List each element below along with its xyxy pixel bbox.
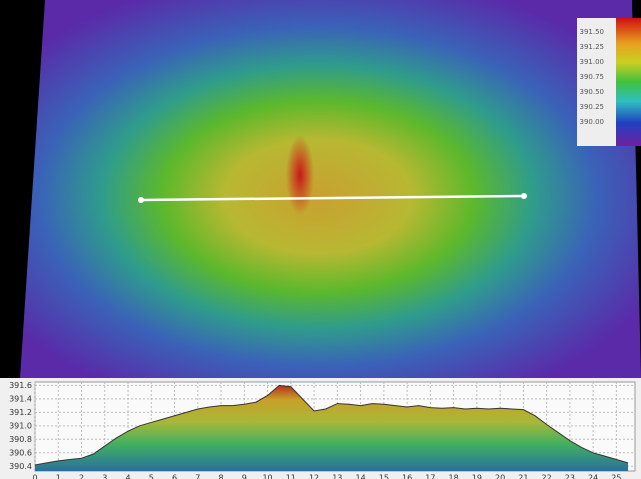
x-tick-label: 6 [172, 474, 177, 479]
x-tick-label: 19 [472, 474, 482, 479]
x-tick-label: 23 [565, 474, 575, 479]
color-bar-label: 390.50 [580, 88, 605, 96]
profile-line[interactable] [140, 194, 525, 202]
x-tick-label: 15 [379, 474, 389, 479]
color-bar-label: 391.00 [580, 58, 605, 66]
y-tick-label: 390.4 [9, 462, 32, 471]
x-tick-label: 11 [286, 474, 296, 479]
peak [286, 135, 314, 215]
x-tick-label: 2 [79, 474, 84, 479]
profile-area [35, 385, 629, 471]
y-tick-label: 391.0 [9, 421, 32, 430]
y-tick-label: 390.8 [9, 435, 32, 444]
y-tick-label: 391.6 [9, 381, 32, 390]
x-tick-label: 7 [195, 474, 200, 479]
color-bar-ramp [616, 18, 641, 146]
profile-endpoint[interactable] [521, 193, 527, 199]
surface [20, 0, 641, 378]
x-tick-label: 4 [125, 474, 130, 479]
x-tick-label: 25 [611, 474, 621, 479]
color-bar-label: 391.25 [580, 43, 605, 51]
x-tick-label: 22 [542, 474, 552, 479]
x-tick-label: 8 [218, 474, 223, 479]
color-bar-label: 390.25 [580, 103, 605, 111]
x-tick-label: 14 [355, 474, 365, 479]
x-tick-label: 17 [425, 474, 435, 479]
x-tick-label: 3 [102, 474, 107, 479]
x-tick-label: 20 [495, 474, 505, 479]
x-tick-label: 18 [449, 474, 459, 479]
color-bar: 391.50 391.25 391.00 390.75 390.50 390.25 390.… [577, 18, 641, 146]
color-bar-label: 390.75 [580, 73, 605, 81]
x-tick-label: 21 [518, 474, 528, 479]
y-tick-label: 391.4 [9, 394, 32, 403]
x-tick-label: 0 [32, 474, 37, 479]
x-tick-label: 13 [332, 474, 342, 479]
profile-endpoint[interactable] [138, 197, 144, 203]
y-tick-label: 390.6 [9, 448, 32, 457]
x-tick-label: 1 [56, 474, 61, 479]
x-tick-label: 12 [309, 474, 319, 479]
x-tick-label: 5 [149, 474, 154, 479]
x-tick-label: 9 [242, 474, 247, 479]
color-bar-label: 390.00 [580, 118, 605, 126]
x-tick-label: 24 [588, 474, 598, 479]
profile-outline [34, 384, 629, 466]
x-tick-label: 16 [402, 474, 412, 479]
x-tick-label: 10 [262, 474, 272, 479]
y-tick-label: 391.2 [9, 408, 32, 417]
color-bar-label: 391.50 [580, 28, 605, 36]
